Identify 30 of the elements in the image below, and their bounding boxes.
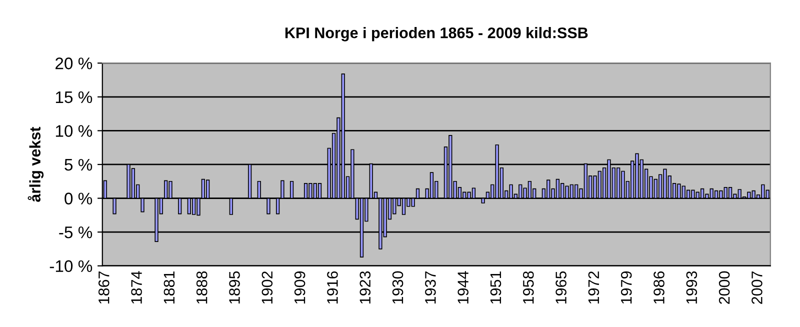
x-tick-label: 1909 (294, 271, 306, 304)
y-tick-label: 20 % (56, 58, 92, 70)
x-tick-label: 1951 (490, 271, 502, 304)
x-tick-label: 1965 (556, 271, 566, 304)
x-tick-label: 1888 (196, 271, 208, 304)
x-tick-label: 1867 (98, 271, 110, 304)
x-tick-label: 2000 (718, 271, 730, 304)
x-tick-label: 1923 (360, 271, 371, 304)
x-tick-label: 1993 (686, 271, 698, 304)
x-tick-label: 1972 (588, 271, 600, 304)
y-tick-label: 0 % (64, 192, 92, 204)
x-tick-label: 1930 (392, 271, 404, 304)
x-tick-label: 1944 (458, 271, 468, 304)
y-tick-label: 10 % (56, 125, 92, 137)
y-tick-label: -10 % (50, 260, 92, 272)
x-tick-label: 1958 (522, 271, 534, 304)
y-tick-label: 5 % (64, 158, 92, 171)
y-tick-label: -5 % (59, 226, 92, 238)
x-tick-label: 1874 (131, 271, 142, 304)
x-tick-label: 1895 (229, 271, 240, 304)
y-tick-label: 15 % (56, 91, 92, 104)
y-axis-title: årlig vekst (28, 126, 44, 202)
x-tick-label: 2007 (752, 271, 762, 304)
x-tick-label: 1979 (620, 271, 632, 304)
x-tick-label: 1937 (425, 271, 436, 304)
x-tick-label: 1986 (654, 271, 664, 304)
x-tick-label: 1902 (262, 271, 273, 304)
x-tick-label: 1916 (327, 271, 338, 304)
x-tick-label: 1881 (164, 271, 175, 304)
chart-title: KPI Norge i perioden 1865 - 2009 kild:SSB (285, 27, 588, 42)
